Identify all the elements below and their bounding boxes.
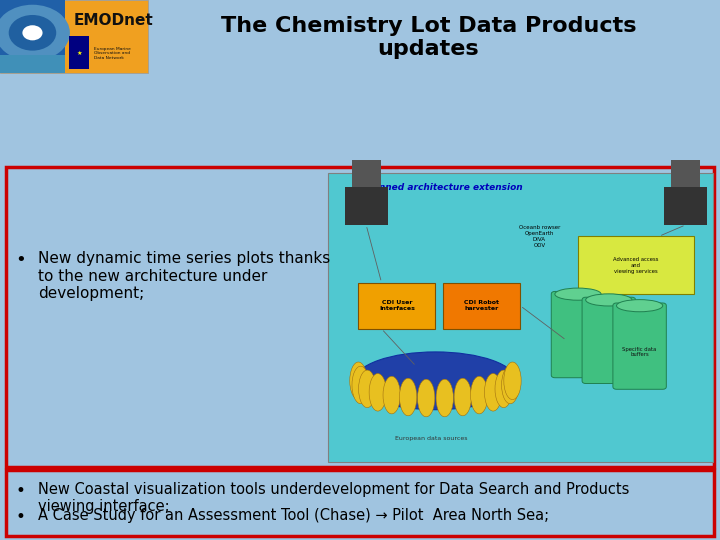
Text: CDI Robot
harvester: CDI Robot harvester [464,300,499,311]
Ellipse shape [555,288,601,300]
FancyBboxPatch shape [6,167,714,467]
Text: The Chemistry Lot Data Products
updates: The Chemistry Lot Data Products updates [220,16,636,59]
Ellipse shape [502,366,519,404]
Ellipse shape [383,376,400,414]
Text: •: • [15,251,25,269]
Ellipse shape [454,378,472,416]
Text: •: • [15,508,25,526]
FancyBboxPatch shape [6,470,714,536]
Ellipse shape [350,362,367,400]
Text: European data sources: European data sources [395,436,468,441]
Text: •: • [15,482,25,500]
Text: Planned architecture extension: Planned architecture extension [364,183,523,192]
Ellipse shape [616,300,662,312]
FancyBboxPatch shape [352,160,381,192]
Ellipse shape [418,379,435,417]
FancyBboxPatch shape [552,292,605,378]
FancyBboxPatch shape [578,237,693,294]
FancyBboxPatch shape [345,187,387,225]
Ellipse shape [495,370,513,408]
Ellipse shape [352,366,369,404]
Ellipse shape [504,362,521,400]
Text: Oceanb rowser
OpenEarth
DIVA
ODV: Oceanb rowser OpenEarth DIVA ODV [519,225,560,247]
FancyBboxPatch shape [0,55,65,73]
Text: CDI User
Interfaces: CDI User Interfaces [379,300,415,311]
Ellipse shape [485,374,502,411]
Ellipse shape [359,370,376,408]
Text: New Coastal visualization tools underdevelopment for Data Search and Products
vi: New Coastal visualization tools underdev… [38,482,629,514]
Text: ★: ★ [76,51,82,56]
FancyBboxPatch shape [582,297,636,383]
FancyBboxPatch shape [0,0,65,73]
FancyBboxPatch shape [359,282,436,329]
Text: EMODnet: EMODnet [73,13,153,28]
Text: European Marine
Observation and
Data Network: European Marine Observation and Data Net… [94,46,130,60]
Circle shape [9,15,56,51]
FancyBboxPatch shape [613,303,666,389]
Ellipse shape [400,378,417,416]
Ellipse shape [471,376,488,414]
Circle shape [22,25,42,40]
FancyBboxPatch shape [69,36,89,69]
FancyBboxPatch shape [444,282,521,329]
FancyBboxPatch shape [665,187,708,225]
Text: Specific data
buffers: Specific data buffers [623,347,657,357]
Text: A Case Study for an Assessment Tool (Chase) → Pilot  Area North Sea;: A Case Study for an Assessment Tool (Cha… [38,508,549,523]
Ellipse shape [354,352,516,410]
Ellipse shape [369,374,387,411]
FancyBboxPatch shape [0,0,148,73]
Text: Advanced access
and
viewing services: Advanced access and viewing services [613,257,659,274]
FancyBboxPatch shape [672,160,701,192]
Circle shape [0,5,70,61]
Ellipse shape [585,294,632,306]
Ellipse shape [436,379,454,417]
Text: New dynamic time series plots thanks
to the new architecture under
development;: New dynamic time series plots thanks to … [38,251,330,301]
FancyBboxPatch shape [328,173,713,462]
